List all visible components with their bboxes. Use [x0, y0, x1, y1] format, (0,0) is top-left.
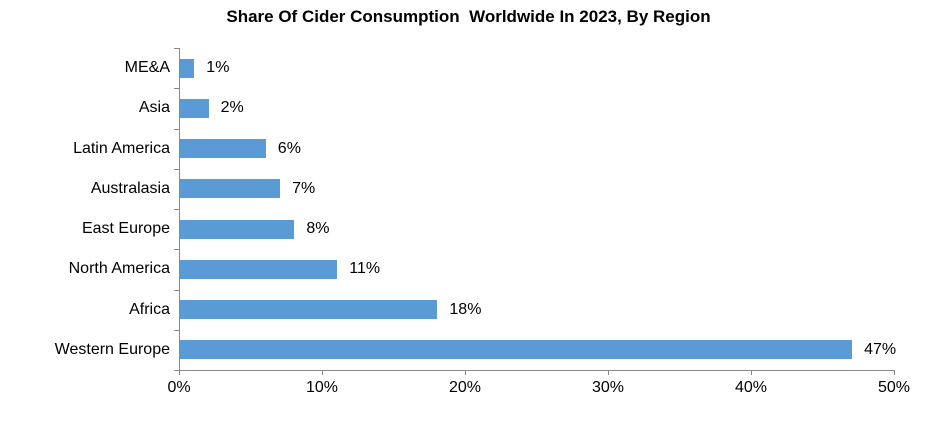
x-axis-tick-label: 30% [591, 379, 625, 396]
category-label: East Europe [81, 220, 170, 237]
bar-value-label: 8% [306, 220, 330, 237]
x-axis-tick [322, 371, 323, 375]
category-label: North America [68, 260, 170, 278]
y-axis-tick [174, 48, 179, 49]
bar [180, 219, 295, 239]
y-axis-line [179, 48, 180, 370]
category-label: Asia [138, 99, 170, 117]
category-label: Africa [129, 300, 170, 318]
bar [180, 58, 195, 78]
bar-value-label: 7% [292, 179, 316, 197]
x-axis-tick [465, 371, 466, 375]
x-axis-tick [894, 371, 895, 375]
y-axis-tick [174, 290, 179, 291]
bar [180, 98, 209, 118]
bar [180, 139, 266, 159]
x-axis-line [179, 370, 895, 371]
x-axis-tick [179, 371, 180, 375]
x-axis-tick-label: 50% [877, 379, 911, 396]
bar [180, 300, 438, 320]
bar-value-label: 18% [449, 300, 482, 318]
y-axis-tick [174, 209, 179, 210]
x-axis-tick-label: 0% [167, 379, 191, 396]
y-axis-tick [174, 330, 179, 331]
y-axis-tick [174, 249, 179, 250]
bar-value-label: 6% [277, 139, 301, 157]
y-axis-tick [174, 129, 179, 130]
bar-value-label: 1% [206, 59, 230, 76]
category-label: Latin America [73, 139, 170, 157]
bar [180, 340, 853, 360]
x-axis-tick-label: 10% [305, 379, 339, 396]
chart-title: Share Of Cider Consumption Worldwide In … [226, 7, 711, 26]
bar-value-label: 11% [349, 260, 381, 278]
category-label: Western Europe [54, 340, 170, 358]
y-axis-tick [174, 88, 179, 89]
y-axis-tick [174, 169, 179, 170]
bar-value-label: 47% [864, 340, 897, 358]
category-label: ME&A [124, 59, 170, 76]
x-axis-tick [751, 371, 752, 375]
bar [180, 259, 338, 279]
x-axis-tick-label: 40% [734, 379, 768, 396]
x-axis-tick-label: 20% [448, 379, 482, 396]
bar-value-label: 2% [220, 99, 244, 117]
bar [180, 179, 281, 199]
x-axis-tick [608, 371, 609, 375]
category-label: Australasia [90, 179, 170, 197]
y-axis-tick [174, 370, 179, 371]
